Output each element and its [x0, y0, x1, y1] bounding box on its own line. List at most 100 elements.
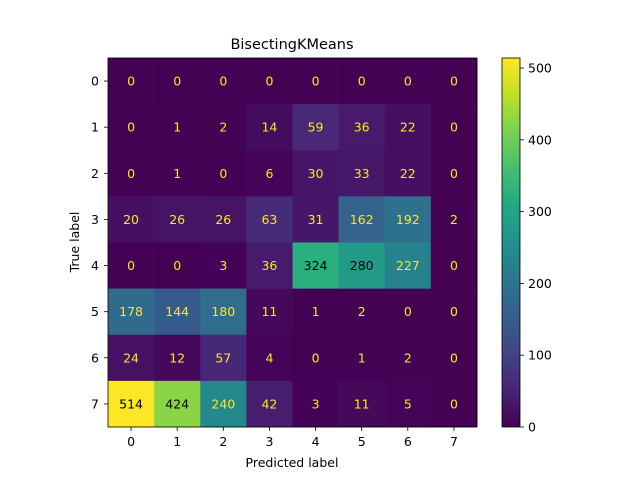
x-axis-label: Predicted label [246, 455, 339, 470]
cell-value-label: 26 [215, 212, 231, 227]
heatmap-cell [246, 242, 293, 289]
cell-value-label: 178 [119, 304, 143, 319]
heatmap-cell [246, 380, 293, 428]
plot-frame [107, 57, 478, 428]
heatmap-cell [338, 58, 386, 105]
cell-value-label: 0 [450, 350, 458, 365]
heatmap-cell [292, 104, 339, 151]
y-tick-label: 6 [91, 350, 99, 365]
cell-value-label: 36 [261, 258, 277, 273]
x-tick-label: 2 [219, 434, 227, 449]
cell-value-label: 2 [404, 350, 412, 365]
heatmap-cell [200, 334, 247, 382]
heatmap-cell [430, 104, 478, 151]
cell-value-label: 180 [211, 304, 235, 319]
cell-value-label: 2 [219, 120, 227, 135]
heatmap-cell [154, 196, 201, 243]
heatmap-cell [384, 58, 432, 105]
cell-value-label: 42 [261, 396, 277, 411]
heatmap-cell [430, 334, 478, 382]
heatmap-cell [292, 58, 339, 105]
heatmap-cell [108, 242, 155, 289]
colorbar-tick-label: 200 [528, 276, 552, 291]
cell-value-label: 59 [308, 120, 324, 135]
cell-value-label: 22 [400, 120, 416, 135]
cell-value-label: 11 [261, 304, 277, 319]
cell-value-label: 0 [312, 350, 320, 365]
cell-value-label: 6 [265, 166, 273, 181]
heatmap-cell [384, 150, 432, 197]
cell-value-label: 30 [308, 166, 324, 181]
heatmap-cell [108, 58, 155, 105]
heatmap-cell [154, 380, 201, 428]
heatmap-cell [292, 196, 339, 243]
heatmap-cell [384, 288, 432, 336]
cell-value-label: 0 [450, 120, 458, 135]
colorbar-tick-label: 500 [528, 61, 552, 76]
y-tick-label: 5 [91, 304, 99, 319]
cell-value-label: 20 [123, 212, 139, 227]
cell-value-label: 0 [127, 166, 135, 181]
heatmap-cell [292, 288, 339, 336]
colorbar-tick-label: 100 [528, 348, 552, 363]
cell-value-label: 0 [450, 166, 458, 181]
cell-value-label: 11 [354, 396, 370, 411]
cell-value-label: 33 [354, 166, 370, 181]
cell-value-label: 0 [404, 304, 412, 319]
cell-value-label: 0 [219, 74, 227, 89]
heatmap-cells [108, 58, 478, 428]
heatmap-cell [200, 380, 247, 428]
heatmap-cell [338, 104, 386, 151]
heatmap-cell [384, 196, 432, 243]
colorbar [501, 57, 521, 428]
heatmap-cell [200, 104, 247, 151]
heatmap-cell [200, 58, 247, 105]
heatmap-cell [108, 196, 155, 243]
x-tick-label: 1 [173, 434, 181, 449]
y-axis-label: True label [67, 212, 82, 274]
heatmap-cell [338, 380, 386, 428]
cell-value-label: 192 [396, 212, 420, 227]
heatmap-cell [430, 196, 478, 243]
heatmap-cell [154, 288, 201, 336]
heatmap-cell [384, 104, 432, 151]
heatmap-cell [108, 380, 155, 428]
cell-value-label: 63 [261, 212, 277, 227]
x-tick-label: 3 [265, 434, 273, 449]
cell-value-label: 240 [211, 396, 235, 411]
x-tick-label: 4 [312, 434, 320, 449]
heatmap-cell [338, 334, 386, 382]
cell-value-label: 0 [173, 74, 181, 89]
heatmap-cell [108, 104, 155, 151]
heatmap-cell [384, 380, 432, 428]
colorbar-ticks: 0 100 200 300 400 500 [520, 61, 552, 435]
x-axis-ticks: 0 1 2 3 4 5 6 7 [127, 427, 458, 449]
heatmap-cell [246, 334, 293, 382]
heatmap-cell [430, 242, 478, 289]
heatmap-cell [338, 150, 386, 197]
colorbar-tick-label: 400 [528, 132, 552, 147]
heatmap-cell [430, 58, 478, 105]
y-tick-label: 2 [91, 166, 99, 181]
cell-value-label: 3 [312, 396, 320, 411]
cell-value-label: 0 [404, 74, 412, 89]
cell-value-label: 0 [265, 74, 273, 89]
x-tick-label: 0 [127, 434, 135, 449]
heatmap-cell [246, 58, 293, 105]
colorbar-tick-label: 0 [528, 420, 536, 435]
cell-value-label: 0 [450, 258, 458, 273]
cell-value-label: 0 [127, 258, 135, 273]
heatmap-cell [154, 58, 201, 105]
heatmap-cell [246, 104, 293, 151]
heatmap-cell [154, 334, 201, 382]
heatmap-cell [292, 242, 339, 289]
heatmap-cell [430, 288, 478, 336]
heatmap-cell [154, 150, 201, 197]
cell-value-label: 0 [312, 74, 320, 89]
cell-value-label: 1 [358, 350, 366, 365]
cell-value-label: 0 [450, 396, 458, 411]
cell-value-label: 2 [358, 304, 366, 319]
cell-value-label: 2 [450, 212, 458, 227]
heatmap-cell [430, 380, 478, 428]
